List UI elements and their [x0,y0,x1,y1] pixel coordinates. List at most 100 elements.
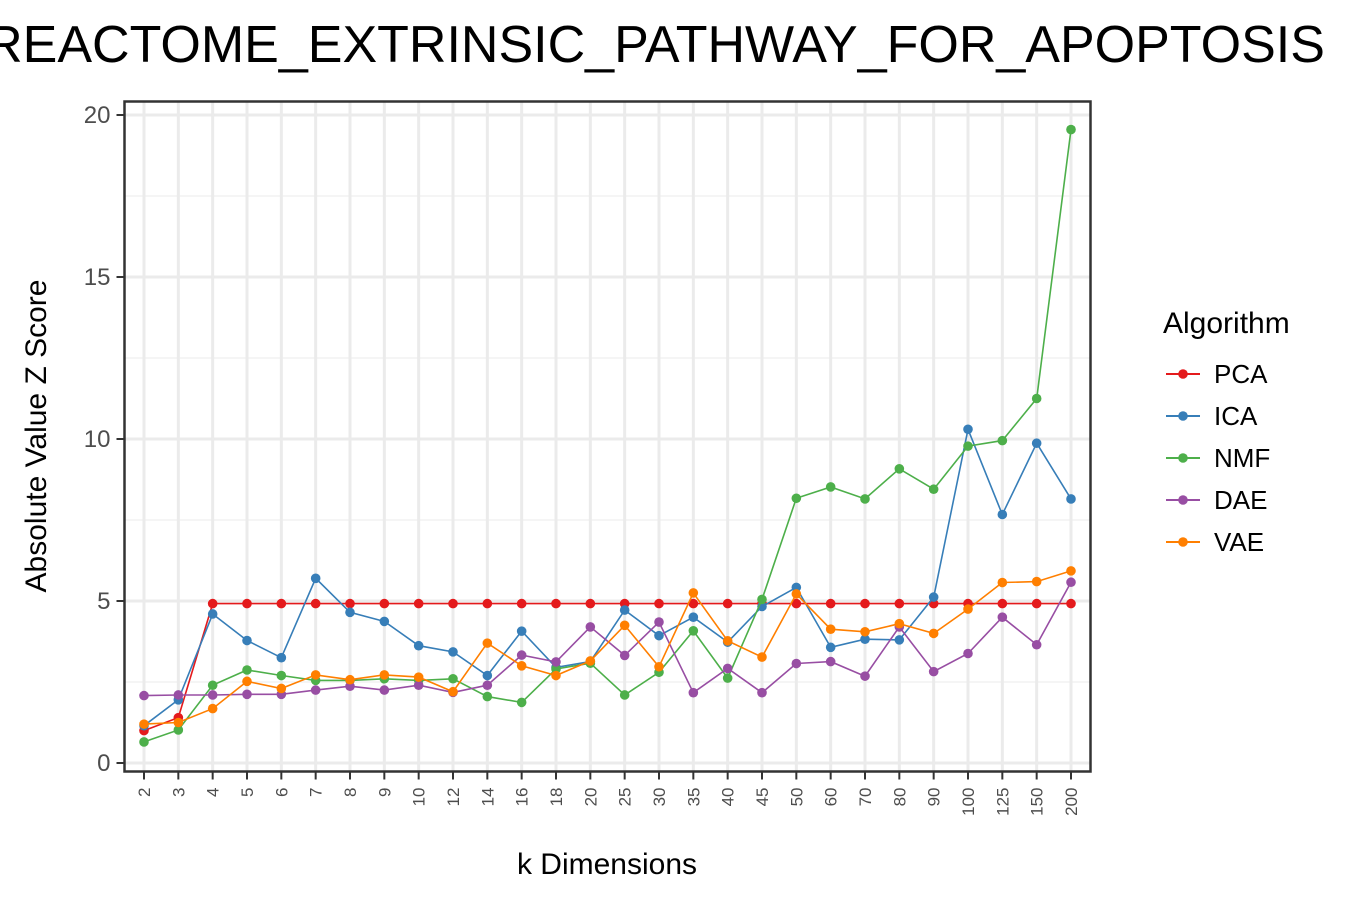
legend-item-dae: DAE [1166,485,1267,515]
data-point-dae [722,663,733,674]
data-point-vae [516,661,527,671]
y-tick-label: 5 [97,588,110,615]
data-point-nmf [928,484,939,495]
data-point-pca [413,598,424,609]
x-tick-label: 2 [135,788,154,797]
data-point-pca [997,598,1008,609]
data-point-vae [825,624,836,634]
data-point-nmf [1031,393,1042,404]
data-point-ica [619,605,630,615]
data-point-vae [928,628,939,639]
data-point-ica [242,635,252,646]
legend-item-ica: ICA [1166,401,1258,431]
data-point-vae [276,683,287,694]
data-point-nmf [276,670,287,681]
data-point-nmf [448,673,458,684]
data-point-pca [1066,598,1076,609]
data-point-ica [413,640,424,651]
data-point-dae [173,690,184,700]
legend-item-vae: VAE [1166,527,1264,557]
data-point-ica [276,652,287,663]
x-tick-label: 7 [307,788,326,797]
data-point-vae [688,588,699,598]
data-point-ica [482,670,493,681]
data-point-dae [310,685,321,695]
data-point-pca [482,598,493,609]
y-tick-label: 15 [84,264,111,291]
data-point-dae [688,687,699,698]
data-point-pca [791,598,802,609]
data-point-dae [860,671,870,681]
legend-item-pca: PCA [1166,359,1268,389]
x-tick-label: 8 [341,788,360,797]
x-tick-label: 5 [238,788,257,797]
data-point-vae [242,676,252,687]
data-point-ica [928,592,939,602]
x-tick-label: 40 [719,788,738,807]
data-point-dae [1031,639,1042,650]
y-tick-label: 10 [84,426,111,453]
data-point-nmf [516,697,527,708]
data-point-dae [482,680,493,691]
legend-key-point [1178,495,1188,505]
data-point-vae [413,672,424,682]
data-point-pca [516,598,527,609]
x-tick-label: 50 [787,788,806,807]
x-tick-label: 18 [547,788,566,807]
series-pca [139,598,1076,736]
data-point-ica [516,626,527,636]
data-point-nmf [242,665,252,675]
data-point-ica [997,509,1008,520]
data-point-ica [310,573,321,584]
data-point-vae [722,636,733,646]
data-point-dae [242,689,252,700]
data-point-ica [1031,438,1042,449]
data-point-dae [997,612,1008,622]
data-point-vae [551,670,561,681]
data-point-pca [894,598,905,609]
x-tick-label: 90 [925,788,944,807]
legend-label: NMF [1214,443,1270,473]
data-point-pca [585,598,596,609]
data-point-nmf [894,464,905,474]
legend-item-nmf: NMF [1166,443,1270,473]
x-tick-label: 45 [753,788,772,807]
x-tick-label: 70 [856,788,875,807]
data-point-pca [825,598,836,609]
data-point-dae [585,622,596,632]
x-tick-label: 9 [375,788,394,797]
series-line-nmf [143,129,1072,743]
data-point-vae [860,626,870,637]
data-point-vae [173,717,184,728]
data-point-vae [894,618,905,629]
data-point-vae [207,703,218,714]
data-point-nmf [207,680,218,691]
x-tick-label: 125 [993,788,1012,816]
data-point-dae [928,666,939,677]
legend-key-point [1178,411,1188,421]
data-point-pca [207,598,218,609]
data-point-pca [242,598,252,609]
data-point-vae [1031,576,1042,587]
data-point-nmf [860,494,870,504]
data-point-nmf [482,691,493,702]
data-point-pca [722,598,733,609]
series-dae [139,577,1076,701]
y-tick-label: 20 [84,102,111,129]
data-point-nmf [825,482,836,492]
data-point-ica [654,630,664,641]
legend-label: ICA [1214,401,1258,431]
series-nmf [139,124,1076,747]
data-point-pca [448,598,458,609]
data-point-dae [825,656,836,667]
data-point-ica [1066,494,1076,504]
data-point-vae [791,589,802,599]
data-point-dae [413,680,424,691]
data-point-pca [276,598,287,609]
x-tick-label: 60 [822,788,841,807]
data-point-ica [688,612,699,622]
series-line-dae [143,581,1072,697]
data-point-vae [757,652,767,662]
legend-label: DAE [1214,485,1267,515]
data-point-vae [963,604,973,614]
